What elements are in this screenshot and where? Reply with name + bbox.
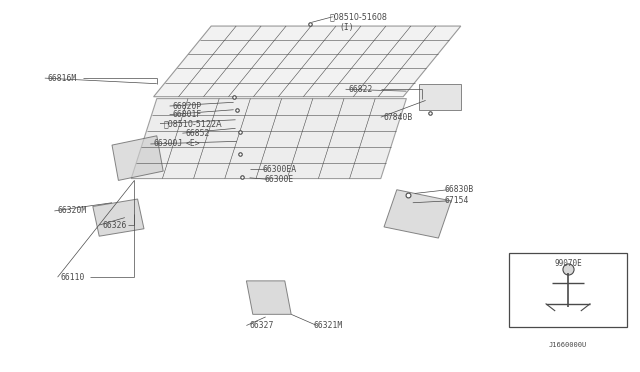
- Text: 66822: 66822: [349, 85, 373, 94]
- Text: 67840B: 67840B: [384, 113, 413, 122]
- Text: 66327: 66327: [250, 321, 274, 330]
- Text: 66852: 66852: [186, 129, 210, 138]
- Polygon shape: [93, 199, 144, 236]
- Text: 66830B: 66830B: [445, 185, 474, 194]
- Text: 67154: 67154: [445, 196, 469, 205]
- Text: 66801F: 66801F: [173, 110, 202, 119]
- Text: 66321M: 66321M: [314, 321, 343, 330]
- Polygon shape: [112, 136, 163, 180]
- Bar: [509, 253, 627, 327]
- Text: 66110: 66110: [61, 273, 85, 282]
- Text: 66300J: 66300J: [154, 140, 183, 148]
- Text: 66326: 66326: [102, 221, 127, 230]
- Text: J1660000U: J1660000U: [549, 342, 587, 348]
- Text: 66820P: 66820P: [173, 102, 202, 110]
- Text: 66300EA: 66300EA: [262, 165, 296, 174]
- Text: 66320M: 66320M: [58, 206, 87, 215]
- Polygon shape: [384, 190, 451, 238]
- Polygon shape: [154, 26, 461, 97]
- Text: Ⓢ08510-5122A: Ⓢ08510-5122A: [163, 119, 222, 128]
- Text: Ⓢ08510-51608: Ⓢ08510-51608: [330, 12, 387, 21]
- Text: 66816M: 66816M: [48, 74, 77, 83]
- Text: <E>: <E>: [186, 139, 200, 148]
- Text: 99070E: 99070E: [554, 259, 582, 267]
- Text: 66300E: 66300E: [264, 175, 294, 184]
- Text: (I): (I): [339, 23, 354, 32]
- Polygon shape: [246, 281, 291, 314]
- Polygon shape: [419, 84, 461, 110]
- Polygon shape: [131, 99, 406, 179]
